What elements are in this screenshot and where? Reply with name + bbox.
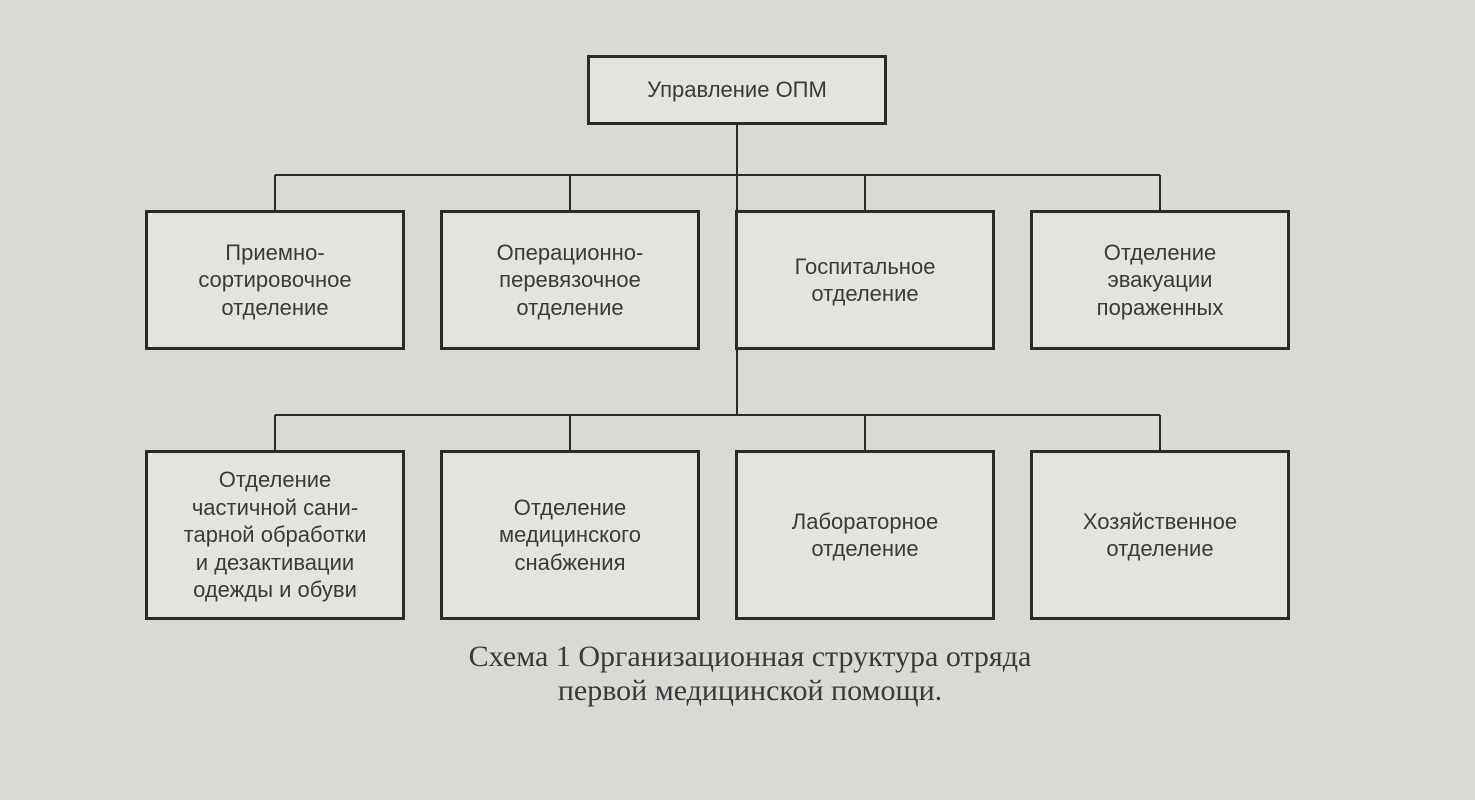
org-node-label: Отделение медицинского снабжения [499,494,641,577]
org-node-label: Госпитальное отделение [795,253,936,308]
org-node-label: Приемно- сортировочное отделение [198,239,351,322]
org-node-root: Управление ОПМ [587,55,887,125]
org-node-n3: Госпитальное отделение [735,210,995,350]
org-node-n4: Отделение эвакуации пораженных [1030,210,1290,350]
org-node-label: Отделение частичной сани- тарной обработ… [184,466,367,604]
org-node-n8: Хозяйственное отделение [1030,450,1290,620]
org-node-n5: Отделение частичной сани- тарной обработ… [145,450,405,620]
org-chart-stage: Управление ОПМ Приемно- сортировочное отд… [0,0,1475,800]
org-node-n2: Операционно- перевязочное отделение [440,210,700,350]
org-node-n6: Отделение медицинского снабжения [440,450,700,620]
org-node-label: Операционно- перевязочное отделение [497,239,644,322]
figure-caption: Схема 1 Организационная структура отряда… [300,640,1200,708]
org-node-n7: Лабораторное отделение [735,450,995,620]
org-node-label: Лабораторное отделение [792,508,938,563]
org-node-label: Управление ОПМ [647,76,827,104]
org-node-n1: Приемно- сортировочное отделение [145,210,405,350]
org-node-label: Хозяйственное отделение [1083,508,1237,563]
org-node-label: Отделение эвакуации пораженных [1097,239,1224,322]
